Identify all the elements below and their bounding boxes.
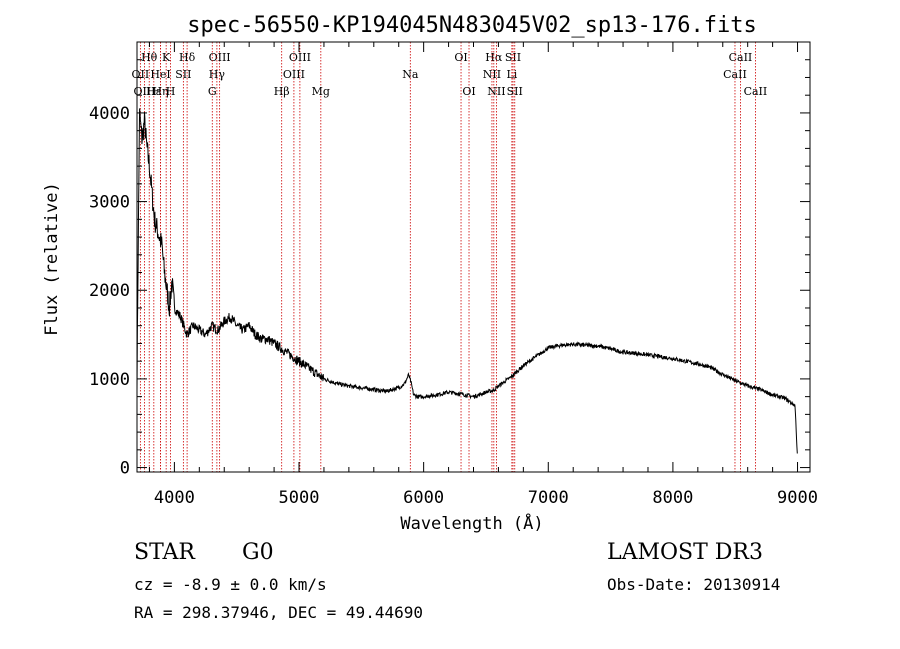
emission-line-label: Hε — [146, 85, 162, 98]
emission-line-label: H — [166, 85, 176, 98]
survey-name: LAMOST DR3 — [607, 540, 763, 565]
emission-line-label: Hγ — [209, 68, 226, 81]
x-tick-label: 6000 — [403, 488, 444, 508]
y-tick-label: 4000 — [89, 104, 130, 124]
emission-line-label: Li — [506, 68, 517, 81]
emission-line-label: NII — [487, 85, 505, 98]
obs-date: Obs-Date: 20130914 — [607, 575, 781, 594]
y-tick-label: 2000 — [89, 281, 130, 301]
emission-line-label: CaII — [729, 51, 753, 64]
chart-title: spec-56550-KP194045N483045V02_sp13-176.f… — [187, 13, 757, 38]
y-tick-label: 3000 — [89, 193, 130, 213]
emission-line-label: Hθ — [141, 51, 158, 64]
axis-ticks: 4000 5000 6000 7000 8000 9000 0 1000 2000 3000 400… — [89, 42, 818, 508]
emission-line-label: SII — [507, 85, 523, 98]
y-tick-label: 0 — [120, 459, 130, 479]
emission-line-label: OI — [462, 85, 475, 98]
emission-line-label: OIII — [289, 51, 311, 64]
emission-line-label: OIII — [209, 51, 231, 64]
emission-line-label: K — [162, 51, 171, 64]
emission-line-label: OIII — [283, 68, 305, 81]
redshift-cz: cz = -8.9 ± 0.0 km/s — [134, 575, 327, 594]
y-axis-label: Flux (relative) — [42, 182, 62, 336]
object-type: STAR — [134, 540, 195, 565]
emission-line-label: G — [208, 85, 217, 98]
emission-line-label: OII — [132, 68, 150, 81]
x-tick-label: 4000 — [154, 488, 195, 508]
emission-line-label: Mg — [312, 85, 330, 98]
emission-line-label: CaII — [723, 68, 747, 81]
spectrum-line — [136, 108, 798, 454]
emission-line-label: SII — [175, 68, 191, 81]
x-tick-label: 9000 — [777, 488, 818, 508]
emission-line-label: Hδ — [179, 51, 196, 64]
x-tick-label: 5000 — [279, 488, 320, 508]
emission-line-label: Hα — [485, 51, 503, 64]
spectral-subclass: G0 — [242, 540, 274, 565]
emission-line-label: Hβ — [274, 85, 290, 98]
emission-line-label: NII — [483, 68, 501, 81]
emission-line-label: Hη — [152, 85, 168, 98]
emission-line-label: HeI — [150, 68, 170, 81]
ra-dec: RA = 298.37946, DEC = 49.44690 — [134, 603, 423, 622]
emission-line-label: CaII — [744, 85, 768, 98]
emission-line-label: OI — [454, 51, 467, 64]
x-axis-label: Wavelength (Å) — [400, 512, 543, 534]
y-tick-label: 1000 — [89, 370, 130, 390]
emission-line-label: SII — [505, 51, 521, 64]
plot-frame — [136, 41, 811, 473]
x-tick-label: 8000 — [652, 488, 693, 508]
x-tick-label: 7000 — [528, 488, 569, 508]
emission-line-label: Na — [402, 68, 419, 81]
